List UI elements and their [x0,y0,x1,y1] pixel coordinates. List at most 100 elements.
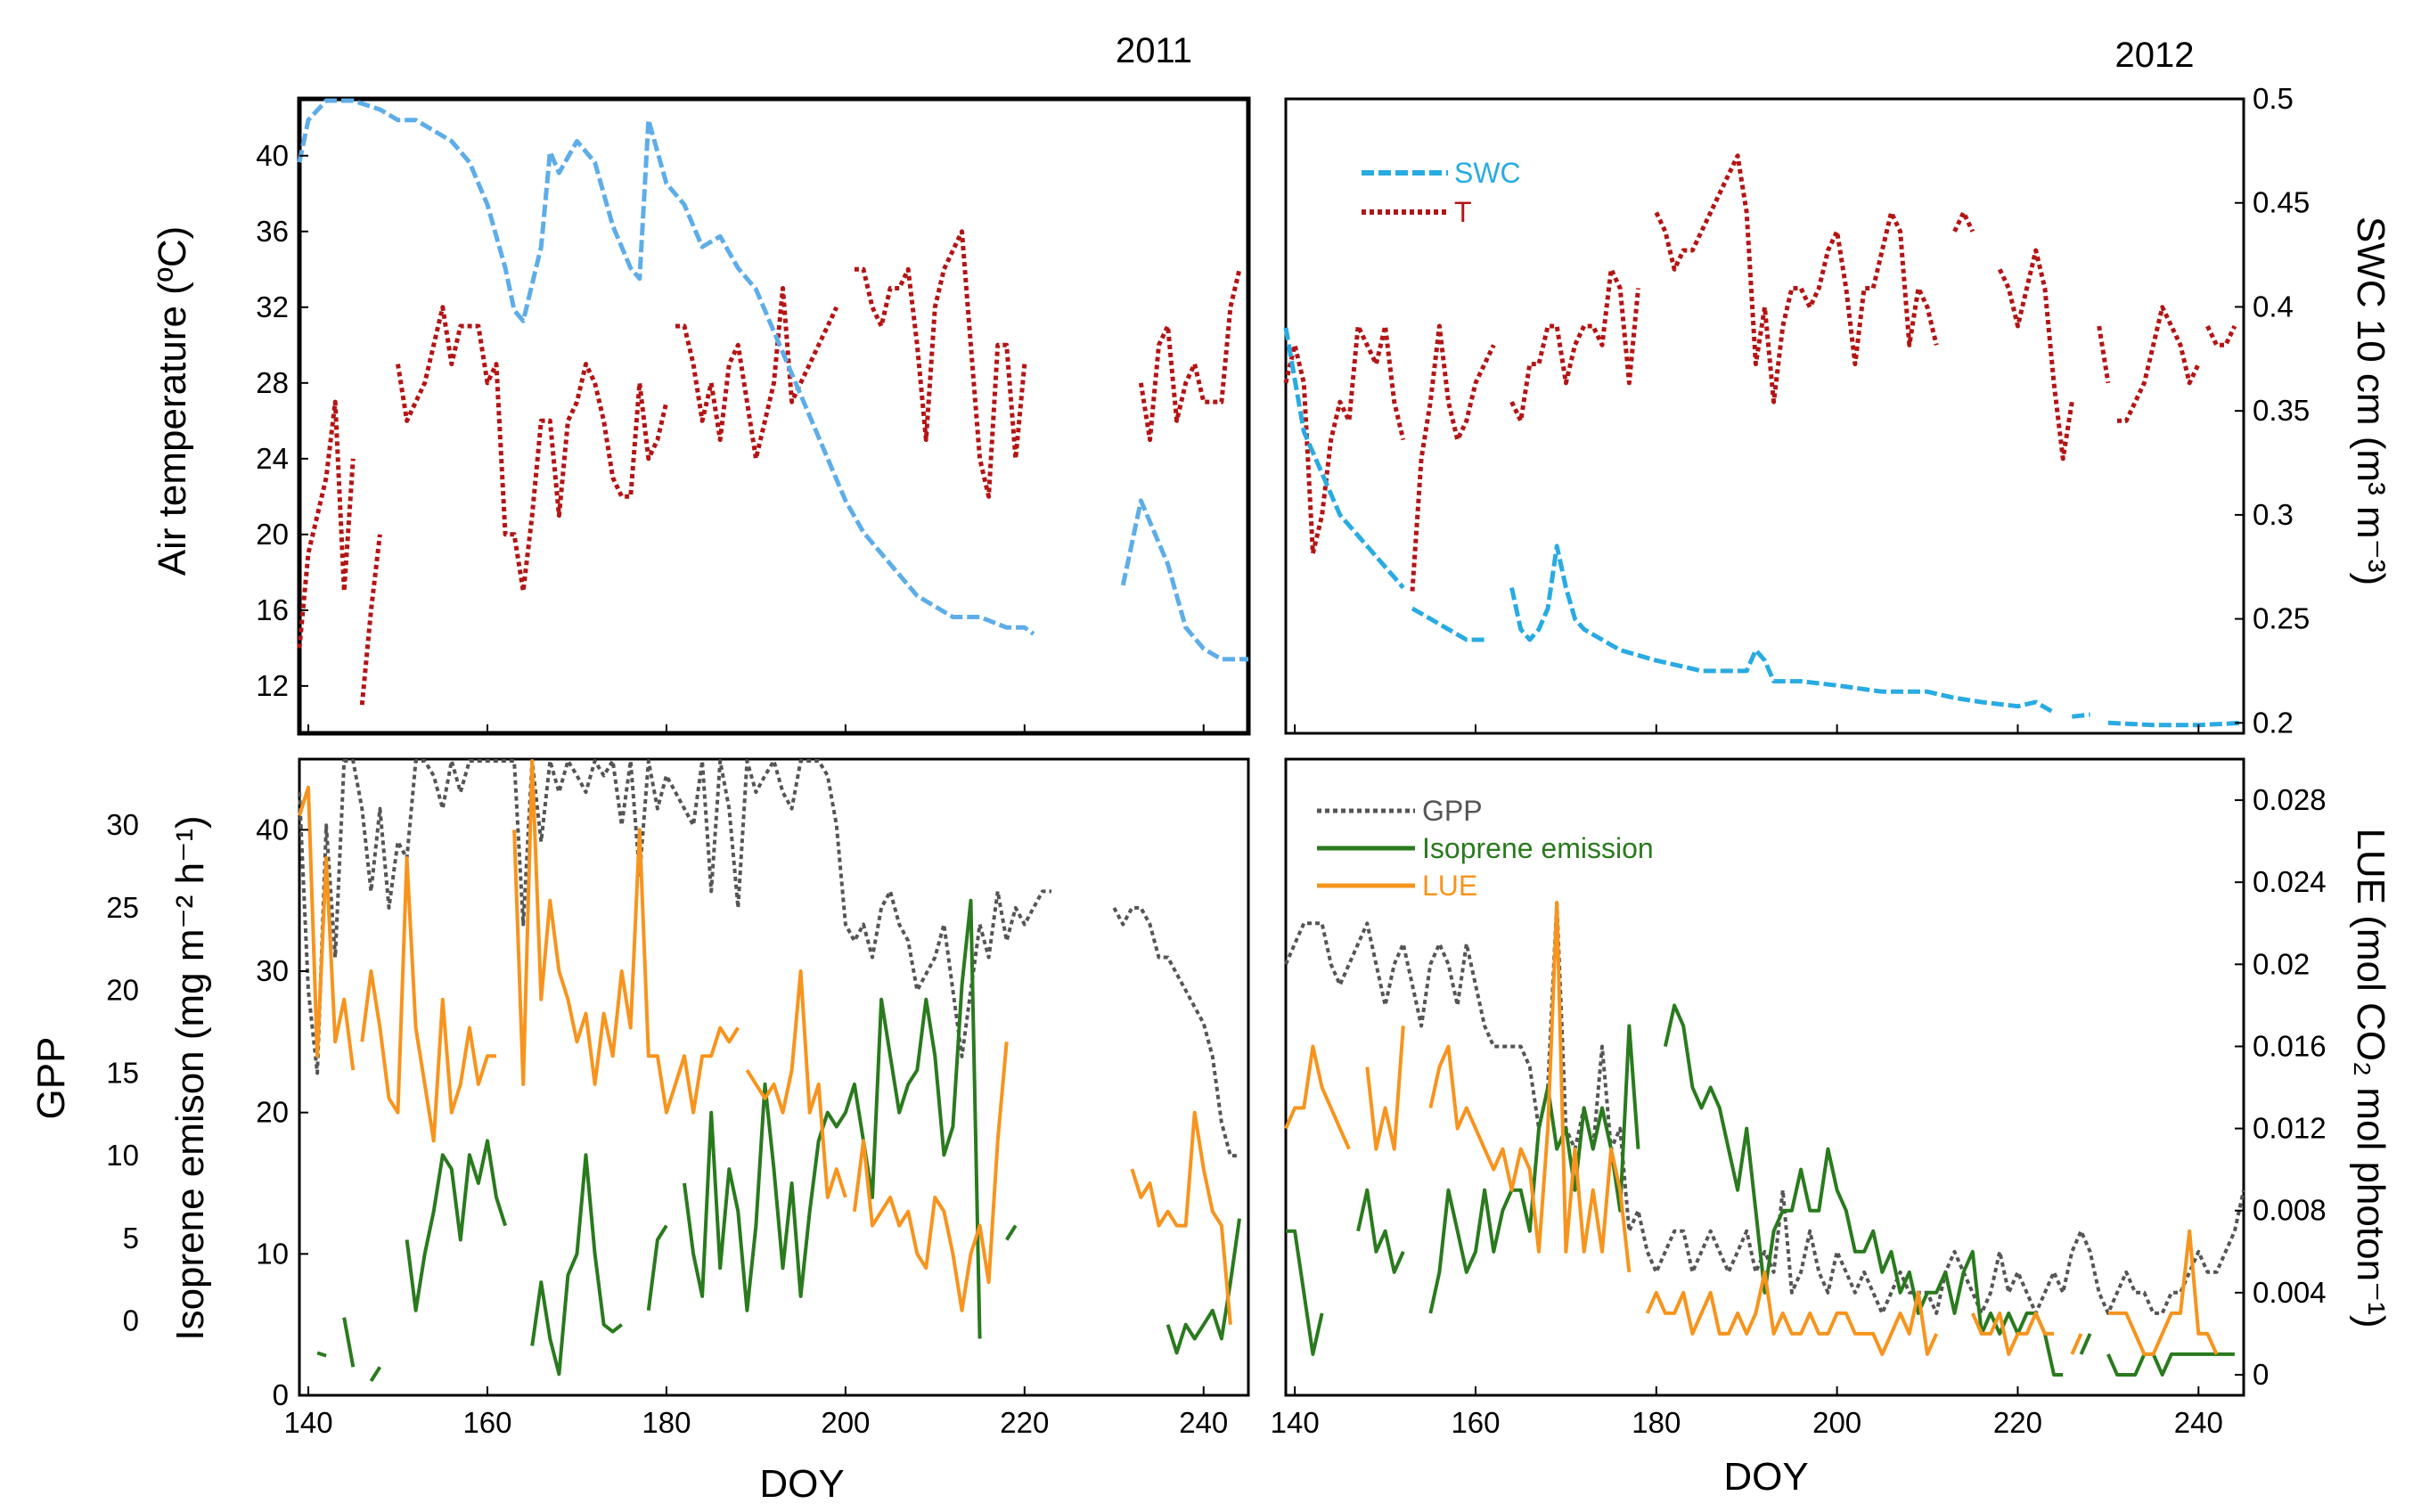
y-tick-label: 0.25 [2253,602,2310,635]
legend-label-swc: SWC [1454,157,1521,189]
series-line-gpp-seg-1 [1112,905,1239,1158]
series-line-t-seg-2 [396,305,669,594]
series-line-t-seg-4 [854,229,1027,499]
x-tick-label: 220 [1993,1406,2042,1439]
series-line-lue-seg-0 [298,785,356,1071]
series-line-isoprene-emission-seg-0 [1286,1229,1324,1356]
x-axis-title-doy-2011: DOY [759,1462,844,1506]
series-line-lue-seg-1 [360,856,496,1143]
gpp-tick-label: 15 [106,1056,139,1089]
panel-p2011bot: 140 160 180 200 220 240 0 10 20 30 40 0 5 10 15 20 25 30 [106,759,1241,1439]
series-line-swc-seg-4 [2107,720,2245,728]
y-axis-title-lue: LUE (mol CO₂ mol photon⁻¹) [2349,828,2392,1328]
series-line-isoprene-emission-seg-4 [530,1153,623,1377]
x-tick-label: 160 [1451,1406,1500,1439]
year-label-2011: 2011 [1116,31,1192,70]
y-tick-label: 28 [256,366,289,399]
series-gpp [298,759,1239,1158]
y-axis-title-isoprene: Isoprene emison (mg m⁻² h⁻¹) [168,815,212,1340]
series-line-t-seg-0 [297,399,356,649]
series-line-swc-seg-1 [1411,606,1485,642]
panel-frame-2011-top [297,96,1251,736]
series-line-t-seg-5 [1138,268,1242,443]
series-t [297,229,1242,706]
legend-label-lue: LUE [1422,870,1477,902]
series-line-isoprene-emission-seg-6 [683,898,982,1339]
y-tick-label: 20 [256,518,289,551]
series-line-lue-seg-2 [512,759,740,1115]
x-tick-label: 140 [1271,1406,1320,1439]
y-tick-label: 0.4 [2253,290,2294,323]
legend-2012-top: SWC T [1362,157,1521,228]
series-line-t-seg-1 [359,534,382,706]
y-tick-label: 0.02 [2253,947,2310,980]
y-tick-label: 0 [2253,1358,2269,1391]
x-tick-label: 160 [462,1406,511,1439]
series-line-t-seg-2 [1509,266,1640,423]
series-line-isoprene-emission-seg-2 [1428,1024,1640,1314]
series-swc [297,98,1248,662]
series-line-lue-seg-4 [1970,1311,2054,1356]
series-line-isoprene-emission-seg-1 [1356,1188,1405,1274]
series-line-swc-seg-2 [1509,544,2056,715]
series-line-swc-seg-0 [1283,327,1405,590]
series-line-t-seg-1 [1410,323,1496,592]
x-axis-title-doy-2012: DOY [1723,1455,1808,1499]
y-tick-label: 0.3 [2253,498,2294,531]
series-line-isoprene-emission-seg-0 [316,1351,327,1358]
series-line-swc-seg-3 [2072,712,2090,719]
gpp-tick-label: 0 [123,1304,139,1337]
y-tick-label: 40 [256,813,289,846]
y-tick-label: 0.024 [2253,865,2327,898]
y-tick-label: 0.008 [2253,1194,2327,1227]
series-line-lue-seg-1 [1365,1026,1405,1151]
x-tick-label: 240 [1179,1406,1228,1439]
x-tick-label: 180 [1632,1406,1681,1439]
series-swc [1283,327,2245,728]
legend-label-t: T [1454,196,1472,228]
panel-p2012top: 0.2 0.25 0.3 0.35 0.4 0.45 0.5 [1283,82,2310,739]
series-line-t-seg-0 [1283,323,1406,556]
y-tick-label: 32 [256,290,289,323]
y-tick-label: 30 [256,954,289,987]
y-tick-label: 12 [256,669,289,702]
series-line-isoprene-emission-seg-3 [1663,1003,2064,1377]
panel-frame-2011-bottom [298,757,1250,1397]
y-tick-label: 10 [256,1237,289,1270]
x-tick-label: 140 [284,1406,333,1439]
series-line-gpp-seg-0 [1284,901,2245,1315]
x-tick-label: 200 [1812,1406,1861,1439]
series-line-t-seg-3 [675,286,839,462]
y-tick-label: 40 [256,139,289,172]
x-tick-label: 200 [821,1406,870,1439]
series-isoprene-emission [316,898,1241,1383]
series-line-t-seg-4 [1952,210,1975,233]
series-line-isoprene-emission-seg-4 [2079,1333,2092,1355]
panel-frame-2012-top [1284,97,2245,735]
y-tick-label: 16 [256,593,289,626]
series-lue [1284,901,2219,1356]
legend-2012-bottom: GPP Isoprene emission LUE [1317,795,1654,902]
series-line-isoprene-emission-seg-5 [646,1224,668,1312]
series-line-swc-seg-1 [1120,498,1248,662]
series-line-isoprene-emission-seg-5 [2106,1352,2235,1377]
series-line-t-seg-8 [2205,324,2237,347]
y-axis-title-gpp: GPP [29,1037,73,1120]
y-tick-label: 0.012 [2253,1112,2327,1145]
y-axis-title-air-temperature: Air temperature (ºC) [151,226,194,576]
series-line-isoprene-emission-seg-3 [405,1139,508,1312]
y-tick-label: 0.028 [2253,783,2327,816]
series-t [1283,153,2237,592]
x-tick-label: 240 [2174,1406,2223,1439]
series-line-isoprene-emission-seg-2 [369,1366,382,1383]
y-axis-title-swc: SWC 10 cm (m³ m⁻³) [2349,217,2392,585]
x-tick-label: 220 [1000,1406,1049,1439]
gpp-tick-label: 30 [106,808,139,841]
series-lue [298,759,1232,1325]
series-line-t-seg-5 [1997,248,2074,462]
gpp-tick-label: 10 [106,1139,139,1172]
gpp-tick-label: 25 [106,891,139,924]
gpp-tick-label: 5 [123,1222,139,1255]
gpp-tick-label: 20 [106,974,139,1007]
series-line-isoprene-emission-seg-7 [1005,1224,1018,1241]
